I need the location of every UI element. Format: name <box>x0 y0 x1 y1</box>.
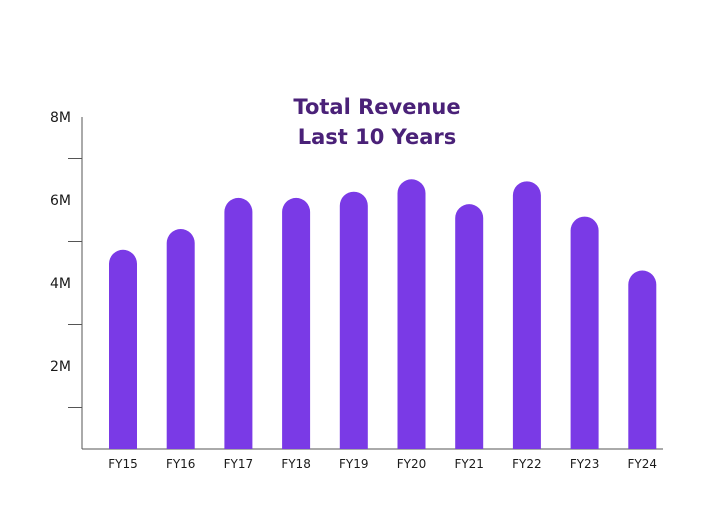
x-tick-label: FY16 <box>166 457 196 471</box>
bar-fy24 <box>628 270 657 449</box>
bar-fy15 <box>109 249 137 449</box>
bar-fy19 <box>339 191 368 449</box>
x-tick-label: FY18 <box>281 457 311 471</box>
chart-title: Total Revenue Last 10 Years <box>232 92 522 152</box>
x-tick-label: FY15 <box>108 457 138 471</box>
chart-title-line-2: Last 10 Years <box>297 125 457 149</box>
x-tick-label: FY22 <box>512 457 542 471</box>
bar-fy17 <box>224 197 253 449</box>
x-tick-label: FY19 <box>339 457 369 471</box>
x-tick-label: FY17 <box>224 457 254 471</box>
x-tick-label: FY23 <box>570 457 600 471</box>
bar-fy21 <box>455 204 484 449</box>
y-tick-label: 8M <box>50 110 71 126</box>
y-tick-label: 6M <box>50 193 71 209</box>
y-tick-label: 4M <box>50 276 71 292</box>
y-tick-label: 2M <box>50 359 71 375</box>
bars <box>109 179 657 449</box>
chart-title-line-1: Total Revenue <box>293 95 461 119</box>
bar-fy23 <box>570 216 599 449</box>
x-tick-label: FY20 <box>397 457 427 471</box>
labels: 2M 4M 6M 8M FY15 FY16 FY17 FY18 FY19 FY20 FY21 FY22… <box>50 110 657 471</box>
x-tick-label: FY21 <box>454 457 484 471</box>
bar-fy22 <box>512 181 541 449</box>
bar-fy16 <box>166 229 195 449</box>
bar-fy20 <box>397 179 426 449</box>
x-tick-label: FY24 <box>628 457 658 471</box>
bar-fy18 <box>282 197 311 449</box>
